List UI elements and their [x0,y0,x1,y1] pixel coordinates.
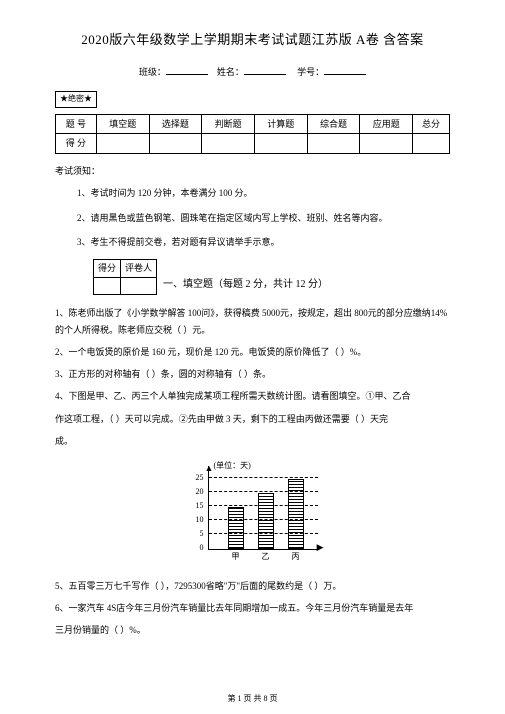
ytick-label: 15 [190,500,204,513]
ytick-label: 25 [190,472,204,485]
question-6a: 6、一家汽车 4S店今年三月份汽车销量比去年同期增加一成五。今年三月份汽车销量是… [55,600,450,617]
mini-th: 得分 [94,260,121,277]
question-3: 3、正方形的对称轴有（ ）条，圆的对称轴有（ ）条。 [55,366,450,383]
id-blank [324,65,366,75]
question-2: 2、一个电饭煲的原价是 160 元，现价是 120 元。电饭煲的原价降低了（ ）… [55,344,450,361]
score-table: 题 号 填空题 选择题 判断题 计算题 综合题 应用题 总分 得 分 [55,114,450,154]
question-4c: 成。 [55,433,450,450]
name-label: 姓名： [217,67,244,77]
x-arrow-icon: ▶ [317,540,324,554]
cell [360,134,413,153]
question-6b: 三月份销量的（ ）%。 [55,622,450,639]
cell [96,134,149,153]
section-header: 得分 评卷人 一、填空题（每题 2 分，共计 12 分） [93,259,450,295]
th: 综合题 [307,114,360,133]
mini-th: 评卷人 [121,260,157,277]
class-label: 班级： [139,67,166,77]
x-axis [208,549,318,550]
question-4a: 4、下图是甲、乙、丙三个人单独完成某项工程所需天数统计图。请看图填空。①甲、乙合 [55,388,450,405]
th: 选择题 [149,114,202,133]
notes-title: 考试须知： [55,164,450,178]
xtick-label: 甲 [228,551,244,564]
chart-bar [258,493,274,549]
chart-bar [288,479,304,549]
note-item: 3、考生不得提前交卷，若对题有异议请举手示意。 [77,235,450,249]
mini-score-table: 得分 评卷人 [93,259,157,295]
name-blank [244,65,286,75]
bar-chart: ▲ (单位：天) ▶ 2520151050 甲 乙 丙 [158,458,348,568]
cell [149,134,202,153]
secret-badge: ★绝密★ [55,91,97,108]
cell [254,134,307,153]
mini-cell [94,277,121,294]
th-num: 题 号 [56,114,97,133]
th: 计算题 [254,114,307,133]
mini-cell [121,277,157,294]
th: 总分 [413,114,450,133]
note-item: 2、请用黑色或蓝色钢笔、圆珠笔在指定区域内写上学校、班别、姓名等内容。 [77,211,450,225]
table-row: 题 号 填空题 选择题 判断题 计算题 综合题 应用题 总分 [56,114,450,133]
row-label: 得 分 [56,134,97,153]
gridline [209,477,318,478]
ytick-label: 20 [190,486,204,499]
meta-row: 班级： 姓名： 学号： [55,65,450,79]
cell [202,134,255,153]
table-row: 得 分 [56,134,450,153]
y-arrow-icon: ▲ [205,461,214,475]
question-4b: 作这项工程，（ ）天可以完成。②先由甲做 3 天，剩下的工程由丙做还需要（ ）天… [55,411,450,428]
th: 应用题 [360,114,413,133]
th: 填空题 [96,114,149,133]
page-footer: 第 1 页 共 8 页 [0,693,505,704]
cell [413,134,450,153]
class-blank [166,65,208,75]
section-title: 一、填空题（每题 2 分，共计 12 分） [163,277,328,295]
chart-container: ▲ (单位：天) ▶ 2520151050 甲 乙 丙 [55,458,450,572]
cell [307,134,360,153]
xtick-label: 丙 [288,551,304,564]
note-item: 1、考试时间为 120 分钟，本卷满分 100 分。 [77,186,450,200]
ytick-label: 0 [190,542,204,555]
page-title: 2020版六年级数学上学期期末考试试题江苏版 A卷 含答案 [55,30,450,51]
chart-unit-label: (单位：天) [214,460,251,473]
ytick-label: 5 [190,528,204,541]
chart-bar [228,507,244,549]
th: 判断题 [202,114,255,133]
xtick-label: 乙 [258,551,274,564]
question-5: 5、五百零三万七千写作（ ），7295300省略"万"后面的尾数约是（ ）万。 [55,578,450,595]
id-label: 学号： [297,67,324,77]
ytick-label: 10 [190,514,204,527]
y-axis [208,466,209,550]
question-1: 1、陈老师出版了《小学数学解答 100问》，获得稿费 5000元，按规定，超出 … [55,305,450,339]
